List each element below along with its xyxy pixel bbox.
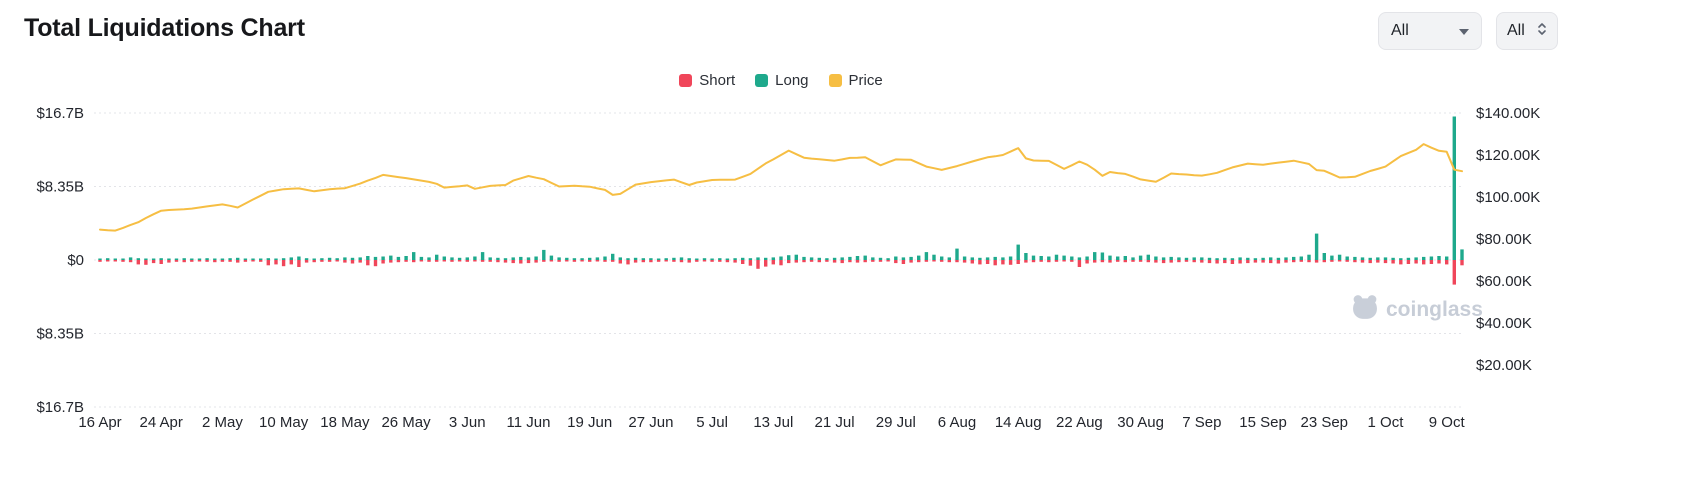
legend-item-long[interactable]: Long [755, 72, 809, 89]
short-bars [98, 260, 1464, 285]
svg-text:6 Aug: 6 Aug [938, 414, 976, 431]
svg-text:11 Jun: 11 Jun [507, 414, 551, 431]
svg-text:$0: $0 [67, 252, 84, 269]
coinglass-watermark-text: coinglass [1386, 298, 1483, 321]
svg-text:13 Jul: 13 Jul [753, 414, 793, 431]
svg-text:$120.00K: $120.00K [1476, 147, 1540, 164]
svg-text:$8.35B: $8.35B [36, 326, 84, 343]
chart-controls: All All [1378, 12, 1558, 50]
svg-text:$16.7B: $16.7B [36, 399, 84, 416]
svg-text:3 Jun: 3 Jun [449, 414, 486, 431]
exchange-filter-value: All [1507, 22, 1525, 39]
price-swatch [828, 74, 842, 87]
svg-text:14 Aug: 14 Aug [995, 414, 1042, 431]
legend-label-long: Long [775, 72, 809, 89]
svg-text:18 May: 18 May [320, 414, 370, 431]
chart-legend: Short Long Price [100, 72, 1462, 89]
svg-text:9 Oct: 9 Oct [1429, 414, 1466, 431]
legend-item-short[interactable]: Short [679, 72, 735, 89]
svg-text:5 Jul: 5 Jul [696, 414, 728, 431]
svg-text:29 Jul: 29 Jul [876, 414, 916, 431]
svg-text:2 May: 2 May [202, 414, 243, 431]
svg-text:$20.00K: $20.00K [1476, 357, 1532, 374]
svg-text:26 May: 26 May [381, 414, 431, 431]
svg-text:23 Sep: 23 Sep [1300, 414, 1348, 431]
svg-text:24 Apr: 24 Apr [140, 414, 183, 431]
svg-text:1 Oct: 1 Oct [1368, 414, 1405, 431]
svg-text:$40.00K: $40.00K [1476, 315, 1532, 332]
svg-text:$100.00K: $100.00K [1476, 189, 1540, 206]
page-title: Total Liquidations Chart [24, 14, 305, 42]
coinglass-bear-icon [1352, 294, 1378, 326]
price-line [99, 143, 1463, 232]
caret-down-icon [1459, 22, 1469, 40]
long-swatch [755, 74, 769, 87]
svg-text:7 Sep: 7 Sep [1182, 414, 1221, 431]
up-down-icon [1537, 22, 1547, 41]
svg-text:21 Jul: 21 Jul [815, 414, 855, 431]
svg-text:$80.00K: $80.00K [1476, 231, 1532, 248]
long-bars [98, 116, 1464, 260]
legend-label-price: Price [848, 72, 883, 89]
x-axis-labels: 16 Apr 24 Apr 2 May 10 May 18 May 26 May 3 Jun… [78, 414, 1465, 431]
svg-text:15 Sep: 15 Sep [1239, 414, 1287, 431]
left-axis-labels: $16.7B $8.35B $0 $8.35B $16.7B [36, 105, 84, 416]
legend-item-price[interactable]: Price [828, 72, 883, 89]
coin-filter-dropdown[interactable]: All [1378, 12, 1482, 50]
short-swatch [679, 74, 693, 87]
coinglass-watermark: coinglass [1352, 294, 1483, 326]
svg-text:$16.7B: $16.7B [36, 105, 84, 122]
svg-text:30 Aug: 30 Aug [1117, 414, 1164, 431]
coin-filter-value: All [1391, 22, 1409, 39]
exchange-filter-dropdown[interactable]: All [1496, 12, 1558, 50]
legend-label-short: Short [699, 72, 736, 89]
svg-text:22 Aug: 22 Aug [1056, 414, 1103, 431]
svg-text:$8.35B: $8.35B [36, 179, 84, 196]
svg-text:$140.00K: $140.00K [1476, 105, 1540, 122]
svg-text:10 May: 10 May [259, 414, 309, 431]
svg-text:16 Apr: 16 Apr [78, 414, 121, 431]
svg-text:$60.00K: $60.00K [1476, 273, 1532, 290]
svg-text:19 Jun: 19 Jun [567, 414, 612, 431]
right-axis-labels: $140.00K $120.00K $100.00K $80.00K $60.00K $4… [1476, 105, 1540, 374]
svg-text:27 Jun: 27 Jun [628, 414, 673, 431]
